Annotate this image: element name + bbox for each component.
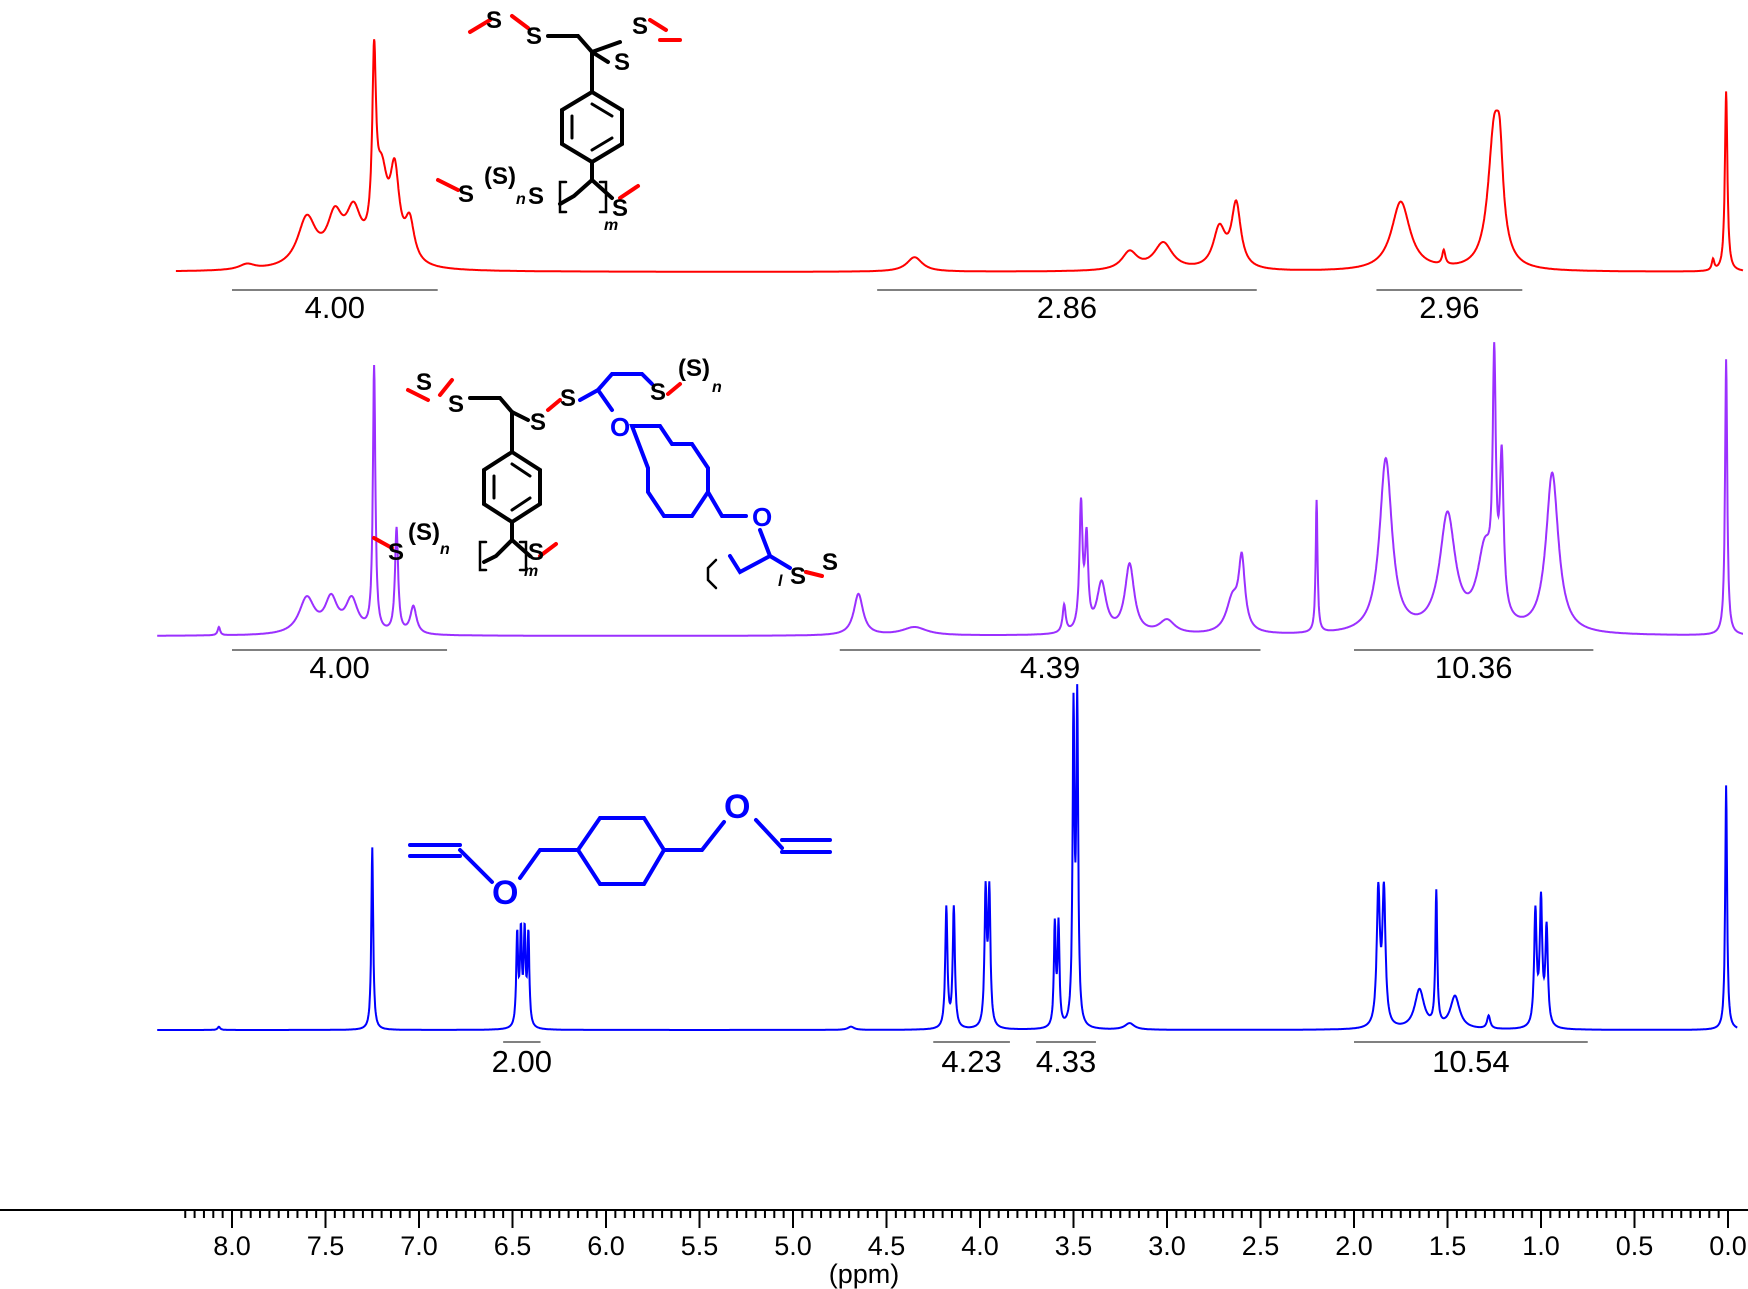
atom-s: S <box>530 409 546 436</box>
atom-o: O <box>724 788 750 826</box>
atom-s-n: (S) <box>408 519 440 546</box>
atom-s: S <box>790 563 806 590</box>
atom-s: S <box>650 379 666 406</box>
subscript-n: n <box>440 541 450 558</box>
x-tick-label: 7.5 <box>307 1231 345 1261</box>
integral-label: 4.39 <box>1020 650 1080 685</box>
integral-label: 10.36 <box>1435 650 1513 685</box>
subscript-m: m <box>604 217 618 234</box>
subscript-n: n <box>712 379 722 396</box>
spectrum-line <box>175 39 1744 273</box>
structure-bottom: O O <box>408 788 832 912</box>
atom-o: O <box>752 502 772 532</box>
integral-label: 4.00 <box>305 290 365 325</box>
integral-label: 4.00 <box>309 650 369 685</box>
x-tick-label: 8.0 <box>213 1231 251 1261</box>
x-tick-label: 6.5 <box>494 1231 532 1261</box>
subscript-l: l <box>778 573 783 590</box>
x-tick-label: 4.5 <box>868 1231 906 1261</box>
integral-label: 2.96 <box>1419 290 1479 325</box>
x-tick-label: 7.0 <box>400 1231 438 1261</box>
integral-label: 4.33 <box>1036 1044 1096 1079</box>
atom-s: S <box>458 181 474 208</box>
integral-label: 2.00 <box>492 1044 552 1079</box>
x-tick-label: 3.5 <box>1055 1231 1093 1261</box>
atom-s: S <box>388 539 404 566</box>
x-tick-label: 1.0 <box>1522 1231 1560 1261</box>
x-tick-label: 0.0 <box>1709 1231 1747 1261</box>
atom-s: S <box>526 23 542 50</box>
x-tick-label: 4.0 <box>961 1231 999 1261</box>
atom-o: O <box>610 412 630 442</box>
x-axis-label: (ppm) <box>829 1259 900 1289</box>
x-axis: 8.0 7.5 7.0 6.5 6.0 5.5 5.0 4.5 4.0 3.5 3.0 2.5 2.0 1… <box>0 1209 1748 1261</box>
integral-label: 2.86 <box>1037 290 1097 325</box>
atom-o: O <box>492 874 518 912</box>
atom-s: S <box>632 13 648 40</box>
x-tick-label: 0.5 <box>1616 1231 1654 1261</box>
atom-s-n: (S) <box>484 163 516 190</box>
integral-label: 4.23 <box>941 1044 1001 1079</box>
spectrum-line <box>157 342 1743 637</box>
x-tick-label: 3.0 <box>1148 1231 1186 1261</box>
x-tick-label: 5.5 <box>681 1231 719 1261</box>
structure-top: S S S S S (S) n S S m <box>436 7 682 234</box>
atom-s: S <box>416 369 432 396</box>
x-tick-label: 2.5 <box>1242 1231 1280 1261</box>
x-tick-label: 1.5 <box>1429 1231 1467 1261</box>
atom-s: S <box>528 539 544 566</box>
atom-s: S <box>612 195 628 222</box>
structure-middle: S S S S S (S) n O O S (S) n S m S S l <box>372 355 838 590</box>
atom-s: S <box>614 49 630 76</box>
x-tick-label: 2.0 <box>1335 1231 1373 1261</box>
atom-s: S <box>822 549 838 576</box>
subscript-n: n <box>516 191 526 208</box>
atom-s: S <box>448 391 464 418</box>
atom-s: S <box>528 183 544 210</box>
x-tick-label: 5.0 <box>774 1231 812 1261</box>
x-tick-label: 6.0 <box>587 1231 625 1261</box>
atom-s: S <box>486 7 502 34</box>
atom-s-n: (S) <box>678 355 710 382</box>
integral-label: 10.54 <box>1432 1044 1510 1079</box>
subscript-m: m <box>524 563 538 580</box>
atom-s: S <box>560 385 576 412</box>
spectrum-line <box>157 684 1738 1031</box>
